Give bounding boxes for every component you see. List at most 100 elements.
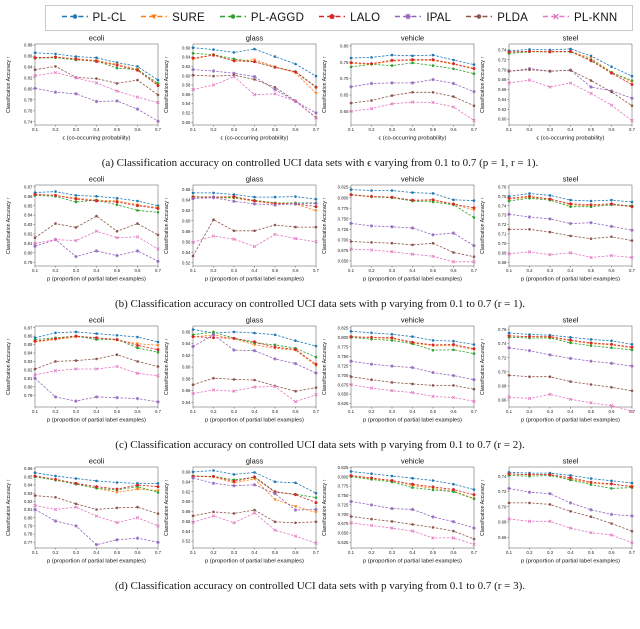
svg-text:0.62: 0.62 (182, 64, 191, 69)
svg-text:0.1: 0.1 (348, 550, 355, 555)
svg-text:0.85: 0.85 (24, 342, 33, 347)
svg-text:0.87: 0.87 (24, 185, 33, 190)
subplot-c-vehicle: vehicle 0.625 0.650 0.675 0.700 0.725 0.750 0.7… (320, 315, 478, 439)
caption-a: (a) Classification accuracy on controlle… (101, 157, 539, 169)
svg-text:0.700: 0.700 (338, 512, 349, 517)
svg-text:0.5: 0.5 (588, 127, 595, 132)
svg-text:0.72: 0.72 (498, 57, 507, 62)
svg-text:0.79: 0.79 (24, 260, 33, 265)
svg-text:0.74: 0.74 (24, 119, 33, 124)
svg-text:0.7: 0.7 (313, 550, 320, 555)
legend-item-sure: SURE (140, 9, 205, 27)
svg-text:0.1: 0.1 (348, 268, 355, 273)
svg-text:0.77: 0.77 (24, 540, 33, 545)
svg-text:vehicle: vehicle (401, 175, 424, 184)
subplot-a-vehicle: vehicle 0.60 0.65 0.70 0.75 0.80 0.1 0.2 0.3 0.4 0… (320, 33, 478, 157)
svg-text:0.1: 0.1 (506, 268, 513, 273)
svg-text:p (proportion of partial label: p (proportion of partial label examples) (363, 418, 462, 424)
svg-text:0.68: 0.68 (498, 77, 507, 82)
svg-text:0.650: 0.650 (338, 531, 349, 536)
svg-text:Classification Accuracy ↑: Classification Accuracy ↑ (322, 197, 328, 254)
svg-text:0.2: 0.2 (369, 550, 376, 555)
svg-text:0.64: 0.64 (182, 479, 191, 484)
svg-text:0.2: 0.2 (369, 409, 376, 414)
svg-text:0.6: 0.6 (135, 127, 142, 132)
svg-text:glass: glass (246, 316, 264, 325)
svg-text:0.60: 0.60 (340, 109, 349, 114)
svg-text:0.66: 0.66 (182, 330, 191, 335)
svg-text:0.80: 0.80 (24, 384, 33, 389)
svg-text:0.7: 0.7 (629, 127, 636, 132)
svg-text:Classification Accuracy ↑: Classification Accuracy ↑ (164, 479, 170, 536)
svg-text:Classification Accuracy ↑: Classification Accuracy ↑ (164, 338, 170, 395)
legend-label: LALO (350, 12, 381, 24)
svg-text:0.3: 0.3 (547, 409, 554, 414)
svg-text:Classification Accuracy ↑: Classification Accuracy ↑ (6, 56, 12, 113)
pl-knn-line-marker-icon (542, 9, 570, 27)
svg-text:0.80: 0.80 (340, 44, 349, 49)
svg-text:Classification Accuracy ↑: Classification Accuracy ↑ (322, 56, 328, 113)
svg-text:0.72: 0.72 (498, 222, 507, 227)
svg-text:0.1: 0.1 (506, 127, 513, 132)
svg-text:0.750: 0.750 (338, 493, 349, 498)
figure-row-c: ecoli 0.79 0.80 0.81 0.82 0.83 0.84 0.85 0.86 0.8… (0, 315, 640, 439)
svg-text:0.1: 0.1 (190, 268, 197, 273)
svg-text:0.700: 0.700 (338, 237, 349, 242)
svg-text:0.7: 0.7 (155, 268, 162, 273)
svg-text:0.81: 0.81 (24, 241, 33, 246)
svg-text:0.86: 0.86 (24, 194, 33, 199)
svg-text:0.2: 0.2 (53, 127, 60, 132)
svg-text:vehicle: vehicle (401, 34, 424, 43)
svg-text:0.68: 0.68 (498, 520, 507, 525)
svg-text:vehicle: vehicle (401, 457, 424, 466)
svg-text:0.84: 0.84 (24, 351, 33, 356)
svg-text:0.70: 0.70 (498, 504, 507, 509)
svg-text:0.58: 0.58 (182, 229, 191, 234)
svg-text:p (proportion of partial label: p (proportion of partial label examples) (521, 277, 620, 283)
svg-text:0.68: 0.68 (498, 260, 507, 265)
svg-text:steel: steel (563, 457, 579, 466)
ipal-line-marker-icon (394, 9, 422, 27)
svg-text:Classification Accuracy ↑: Classification Accuracy ↑ (480, 56, 486, 113)
svg-text:0.64: 0.64 (182, 55, 191, 60)
svg-text:0.54: 0.54 (182, 400, 191, 405)
svg-text:0.84: 0.84 (24, 483, 33, 488)
svg-text:0.2: 0.2 (369, 127, 376, 132)
svg-text:steel: steel (563, 175, 579, 184)
svg-text:0.74: 0.74 (498, 341, 507, 346)
svg-text:p (proportion of partial label: p (proportion of partial label examples) (47, 559, 146, 565)
svg-text:0.650: 0.650 (338, 392, 349, 397)
svg-text:p (proportion of partial label: p (proportion of partial label examples) (363, 559, 462, 565)
svg-text:0.7: 0.7 (155, 550, 162, 555)
svg-text:0.70: 0.70 (340, 76, 349, 81)
svg-text:0.60: 0.60 (182, 499, 191, 504)
svg-text:0.50: 0.50 (182, 120, 191, 125)
svg-text:0.3: 0.3 (389, 127, 396, 132)
svg-text:0.54: 0.54 (182, 250, 191, 255)
svg-text:0.3: 0.3 (73, 127, 80, 132)
svg-text:0.85: 0.85 (24, 474, 33, 479)
pl-aggd-line-marker-icon (219, 9, 247, 27)
svg-text:0.4: 0.4 (410, 127, 417, 132)
svg-text:0.70: 0.70 (498, 67, 507, 72)
svg-text:0.675: 0.675 (338, 382, 349, 387)
svg-text:Classification Accuracy ↑: Classification Accuracy ↑ (480, 479, 486, 536)
svg-text:0.86: 0.86 (24, 466, 33, 471)
svg-text:0.5: 0.5 (588, 409, 595, 414)
svg-text:0.5: 0.5 (114, 268, 121, 273)
svg-text:0.64: 0.64 (182, 197, 191, 202)
svg-text:0.87: 0.87 (24, 325, 33, 330)
svg-text:glass: glass (246, 175, 264, 184)
svg-text:p (proportion of partial label: p (proportion of partial label examples) (205, 277, 304, 283)
svg-text:ecoli: ecoli (89, 175, 105, 184)
svg-text:Classification Accuracy ↑: Classification Accuracy ↑ (164, 56, 170, 113)
svg-text:0.6: 0.6 (451, 268, 458, 273)
svg-text:0.5: 0.5 (588, 268, 595, 273)
svg-text:Classification Accuracy ↑: Classification Accuracy ↑ (164, 197, 170, 254)
svg-text:steel: steel (563, 316, 579, 325)
svg-text:steel: steel (563, 34, 579, 43)
subplot-c-glass: glass 0.54 0.56 0.58 0.60 0.62 0.64 0.66 0.1 0.2 0… (162, 315, 320, 439)
svg-text:0.4: 0.4 (94, 409, 101, 414)
svg-text:0.625: 0.625 (338, 401, 349, 406)
subplot-a-steel: steel 0.60 0.62 0.64 0.66 0.68 0.70 0.72 0.74 0.1… (478, 33, 636, 157)
